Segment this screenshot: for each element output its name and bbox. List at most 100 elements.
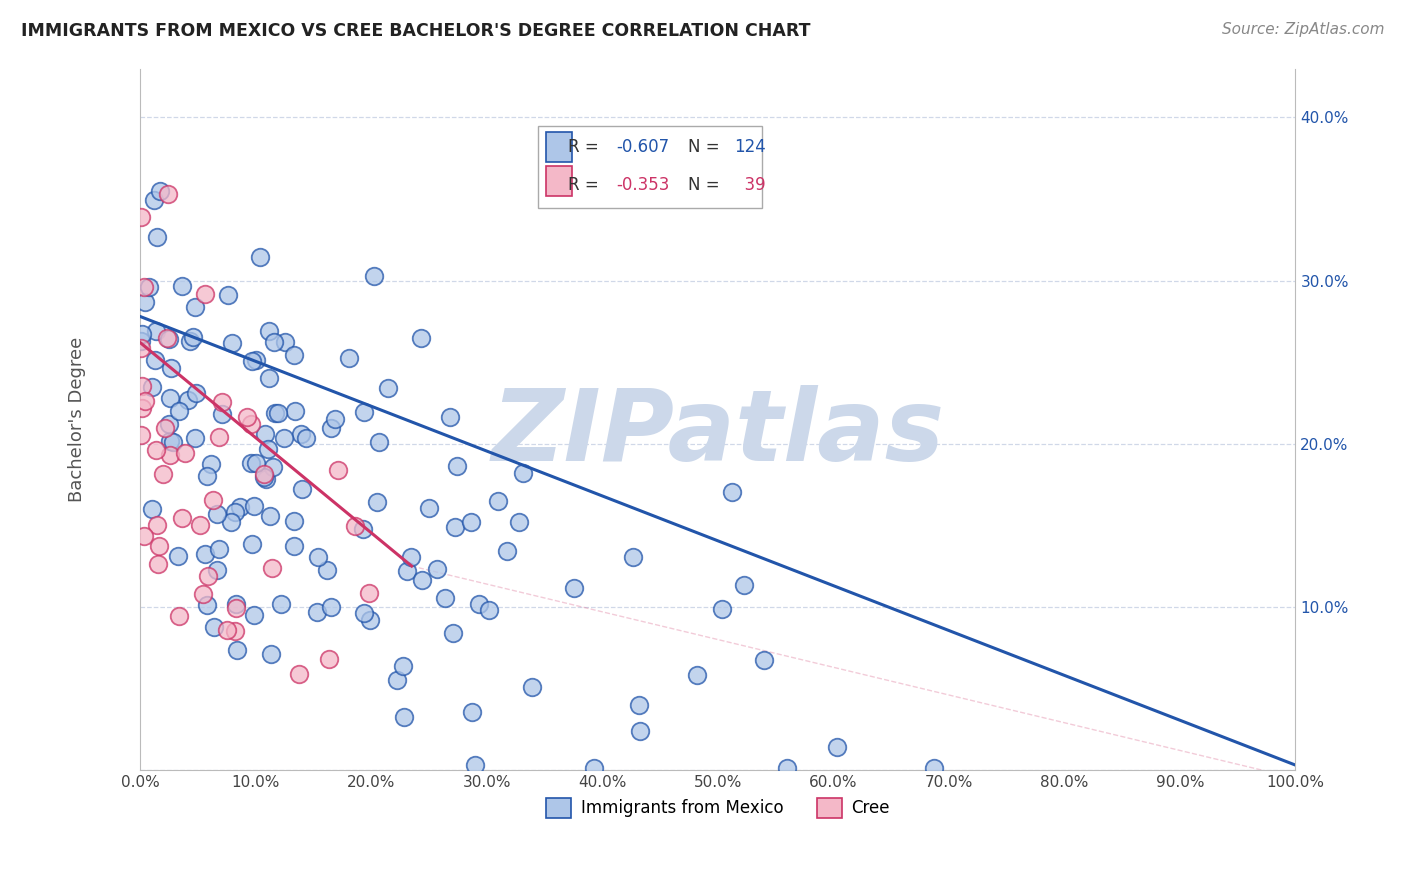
Point [204,620,226,634]
Point [174,446,197,460]
Text: 39: 39 [734,176,765,194]
Point [239,417,262,431]
Point [131,379,153,393]
Point [159,448,181,462]
Point [399,550,422,565]
Point [131,327,153,342]
Point [239,456,262,470]
Text: -0.353: -0.353 [616,176,669,194]
Point [621,550,644,565]
Point [357,586,380,600]
Point [686,667,709,681]
Point [170,279,193,293]
Point [711,602,734,616]
Point [138,279,160,293]
Text: IMMIGRANTS FROM MEXICO VS CREE BACHELOR'S DEGREE CORRELATION CHART: IMMIGRANTS FROM MEXICO VS CREE BACHELOR'… [21,22,811,40]
Point [148,540,170,554]
Point [319,600,342,615]
Point [441,625,464,640]
Point [131,401,153,416]
Point [486,493,509,508]
Point [260,647,283,661]
Point [257,442,280,456]
Point [148,557,170,571]
Point [194,548,217,562]
Point [170,511,193,525]
Point [179,334,201,348]
Point [167,403,190,417]
Point [264,406,287,420]
Point [323,411,346,425]
Text: Bachelor's Degree: Bachelor's Degree [67,336,86,502]
Point [188,518,211,533]
Point [339,351,361,366]
Point [359,613,381,627]
Point [512,466,534,480]
Point [825,739,848,754]
Point [243,607,266,622]
Point [366,495,388,509]
Point [288,667,311,681]
Point [776,761,799,775]
Point [508,515,530,529]
Point [240,537,263,551]
Point [326,462,349,476]
Point [143,194,166,208]
Text: R =: R = [568,176,605,194]
Point [377,381,399,395]
Point [254,427,277,442]
Point [226,642,249,657]
Point [157,332,180,346]
Point [460,516,482,530]
Point [166,549,188,563]
Point [260,561,283,575]
Point [131,210,153,224]
Point [253,467,276,482]
Point [131,341,153,355]
Point [153,421,176,435]
Text: Source: ZipAtlas.com: Source: ZipAtlas.com [1222,22,1385,37]
Point [211,407,233,421]
Point [495,543,517,558]
Point [245,456,267,470]
Point [207,541,229,556]
Point [353,606,375,620]
Point [132,529,155,543]
Point [368,434,391,449]
Point [156,331,179,345]
Point [385,673,408,688]
Point [177,393,200,408]
Point [353,404,375,418]
Point [217,623,239,637]
Point [316,563,339,577]
Point [392,659,415,673]
Point [720,484,742,499]
Point [253,469,276,483]
Point [245,353,267,368]
Point [274,335,297,350]
Legend: Immigrants from Mexico, Cree: Immigrants from Mexico, Cree [538,791,897,825]
Point [225,600,247,615]
Point [291,482,314,496]
Point [259,509,281,524]
Point [194,287,217,301]
Point [217,288,239,302]
Point [240,354,263,368]
Point [146,518,169,533]
Point [205,507,228,521]
Point [394,709,416,723]
Point [157,417,180,432]
Point [249,250,271,264]
Point [259,370,281,384]
Point [283,348,305,362]
Point [562,581,585,595]
Point [319,421,342,435]
Point [433,591,456,605]
Point [426,561,449,575]
Point [131,428,153,442]
Point [273,431,295,445]
Point [219,515,242,529]
Point [184,385,207,400]
Point [211,395,233,409]
Point [307,549,329,564]
